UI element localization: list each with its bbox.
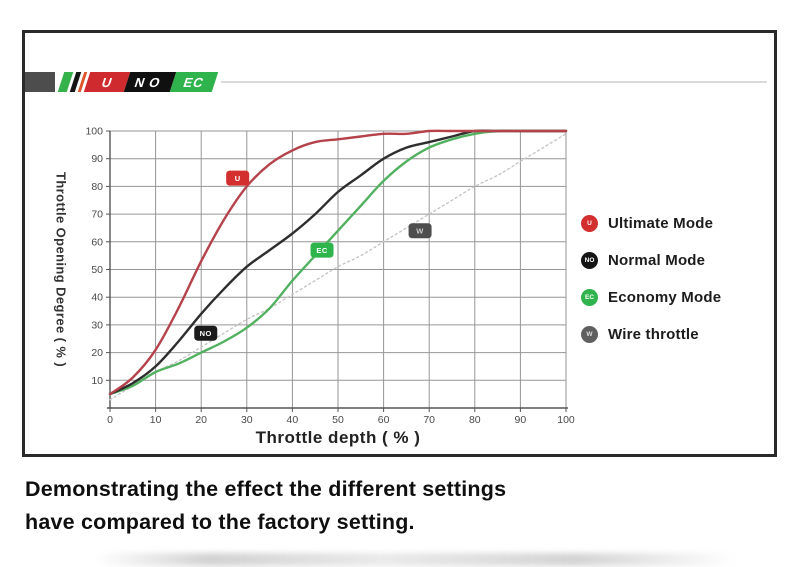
legend-label: Economy Mode — [608, 289, 722, 306]
curve-badge-w: W — [408, 223, 432, 239]
curve-badge-no: NO — [194, 325, 218, 341]
x-tick-label: 90 — [515, 414, 527, 426]
legend-dot-no: NO — [581, 252, 598, 269]
svg-text:EC: EC — [316, 246, 328, 255]
throttle-chart: 0 10 20 30 40 50 60 70 80 90 100 10 20 30 40 50 60 70 80 90… — [85, 126, 574, 427]
curve-w — [109, 133, 567, 401]
curve-badge-u: U — [226, 170, 250, 186]
caption-line-2: have compared to the factory setting. — [25, 510, 415, 534]
legend-dot-u: U — [581, 215, 598, 232]
x-tick-label: 60 — [378, 414, 390, 426]
axes — [106, 130, 568, 412]
x-tick-label: 30 — [241, 414, 253, 426]
x-tick-label: 0 — [107, 414, 113, 426]
curve-u — [108, 129, 568, 396]
figure-caption: Demonstrating the effect the different s… — [25, 473, 506, 539]
legend-label: Ultimate Mode — [608, 215, 714, 232]
x-tick-label: 10 — [150, 414, 162, 426]
legend-dot-ec: EC — [581, 289, 598, 306]
brand-ribbon: U NO EC — [25, 72, 774, 92]
legend-dot-w: W — [581, 326, 598, 343]
ribbon-rule-line — [221, 81, 767, 83]
next-row-preview-blur — [95, 553, 735, 566]
curve-badge-ec: EC — [310, 242, 334, 258]
y-tick-label: 50 — [91, 264, 103, 276]
y-tick-label: 90 — [91, 153, 103, 165]
legend-item-normal-mode: NO Normal Mode — [581, 242, 771, 279]
y-tick-label: 10 — [91, 375, 103, 387]
figure-frame: U NO EC 0 10 20 30 40 50 60 70 80 90 100 10 20 30 40 50… — [22, 30, 777, 457]
ribbon-gray-bar — [25, 72, 55, 92]
x-tick-label: 50 — [332, 414, 344, 426]
legend-label: Wire throttle — [608, 326, 699, 343]
legend-item-ultimate-mode: U Ultimate Mode — [581, 205, 771, 242]
legend-item-wire-throttle: W Wire throttle — [581, 316, 771, 353]
svg-text:NO: NO — [200, 329, 212, 338]
y-axis-title: Throttle Opening Degree ( % ) — [53, 171, 69, 368]
legend-label: Normal Mode — [608, 252, 706, 269]
x-tick-label: 100 — [557, 414, 575, 426]
grid-lines — [109, 130, 567, 408]
x-tick-label: 20 — [195, 414, 207, 426]
chart-legend: U Ultimate Mode NO Normal Mode EC Economy Mod… — [581, 205, 771, 353]
y-tick-label: 60 — [91, 236, 103, 248]
legend-item-economy-mode: EC Economy Mode — [581, 279, 771, 316]
x-axis-title: Throttle depth ( % ) — [255, 428, 421, 447]
y-tick-label: 30 — [91, 319, 103, 331]
y-tick-label: 70 — [91, 209, 103, 221]
svg-text:W: W — [416, 227, 424, 236]
svg-text:U: U — [235, 174, 241, 183]
y-tick-label: 80 — [91, 181, 103, 193]
x-tick-label: 70 — [423, 414, 435, 426]
tick-labels: 0 10 20 30 40 50 60 70 80 90 100 10 20 30 40 50 60 70 80 90… — [85, 126, 574, 427]
x-tick-label: 80 — [469, 414, 481, 426]
x-tick-label: 40 — [287, 414, 299, 426]
y-tick-label: 20 — [91, 347, 103, 359]
y-tick-label: 100 — [85, 126, 103, 138]
caption-line-1: Demonstrating the effect the different s… — [25, 477, 507, 501]
y-tick-label: 40 — [91, 292, 103, 304]
